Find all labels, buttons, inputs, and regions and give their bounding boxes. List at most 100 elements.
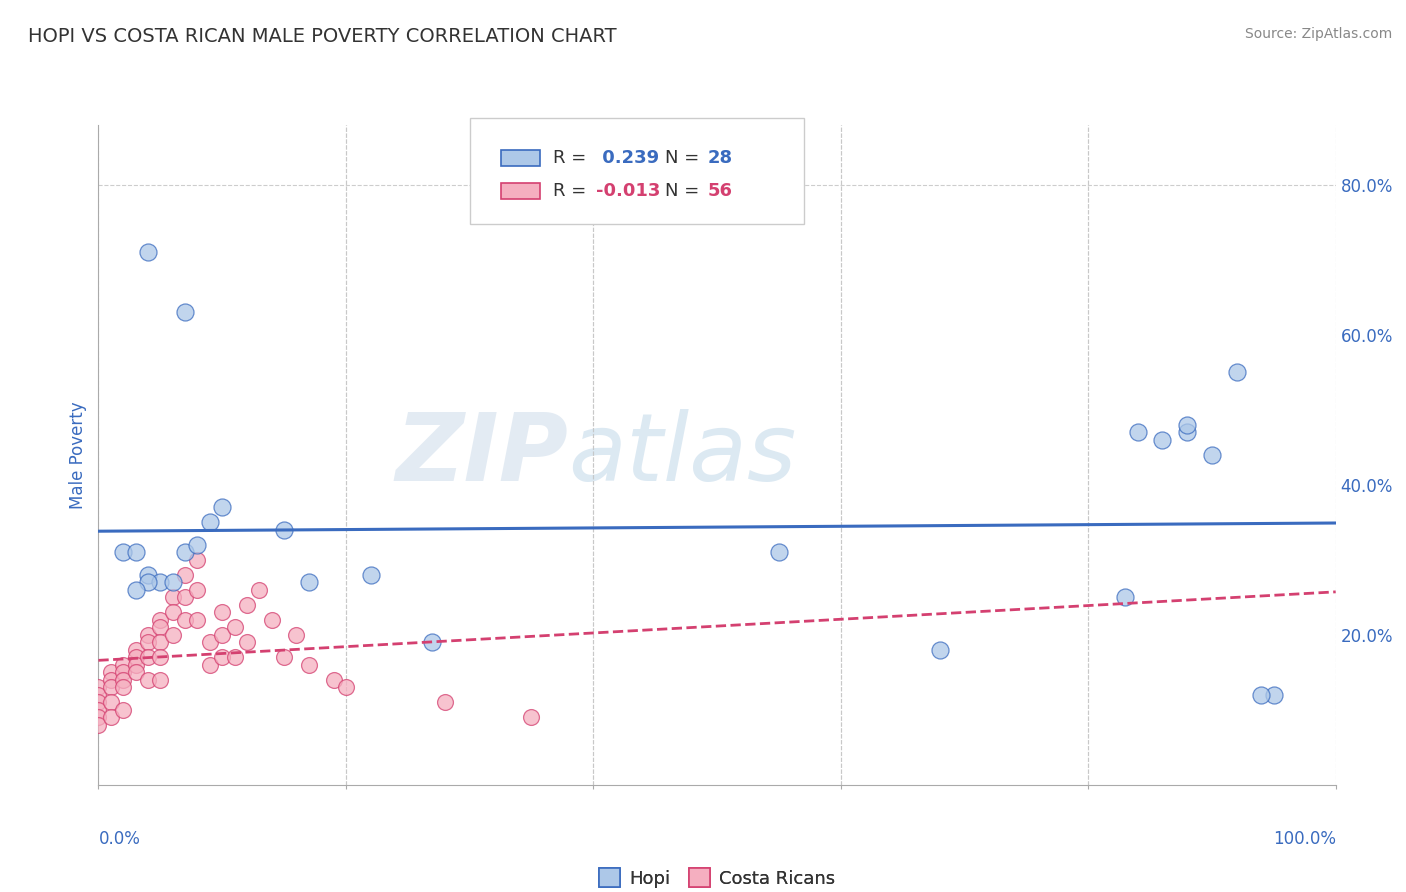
Point bbox=[136, 628, 159, 642]
Point bbox=[149, 650, 172, 665]
FancyBboxPatch shape bbox=[470, 119, 804, 224]
Point bbox=[211, 500, 233, 515]
Point bbox=[236, 635, 259, 649]
Point bbox=[87, 681, 110, 695]
Point bbox=[124, 650, 146, 665]
Point bbox=[1226, 365, 1249, 379]
Point bbox=[247, 582, 270, 597]
Point bbox=[198, 657, 221, 672]
Point bbox=[87, 710, 110, 724]
Point bbox=[174, 613, 197, 627]
Point bbox=[224, 620, 246, 634]
Text: ZIP: ZIP bbox=[395, 409, 568, 501]
FancyBboxPatch shape bbox=[501, 150, 540, 167]
Point bbox=[136, 575, 159, 590]
Point bbox=[1114, 591, 1136, 605]
Point bbox=[100, 673, 122, 687]
Point bbox=[136, 635, 159, 649]
Point bbox=[224, 650, 246, 665]
Point bbox=[149, 613, 172, 627]
Point bbox=[1250, 688, 1272, 702]
Point bbox=[149, 620, 172, 634]
Point bbox=[285, 628, 308, 642]
Point bbox=[100, 681, 122, 695]
Point bbox=[186, 553, 208, 567]
Point bbox=[198, 635, 221, 649]
Text: R =: R = bbox=[553, 149, 592, 167]
Point bbox=[149, 575, 172, 590]
Point bbox=[1263, 688, 1285, 702]
Text: Source: ZipAtlas.com: Source: ZipAtlas.com bbox=[1244, 27, 1392, 41]
Point bbox=[136, 568, 159, 582]
Point bbox=[124, 582, 146, 597]
Point bbox=[236, 598, 259, 612]
Text: HOPI VS COSTA RICAN MALE POVERTY CORRELATION CHART: HOPI VS COSTA RICAN MALE POVERTY CORRELA… bbox=[28, 27, 617, 45]
Point bbox=[87, 688, 110, 702]
Point bbox=[162, 606, 184, 620]
Point bbox=[174, 545, 197, 559]
Point bbox=[360, 568, 382, 582]
Point bbox=[335, 681, 357, 695]
Point bbox=[1201, 448, 1223, 462]
Point bbox=[186, 613, 208, 627]
Point bbox=[149, 635, 172, 649]
Point bbox=[174, 591, 197, 605]
Point bbox=[162, 575, 184, 590]
Point bbox=[162, 591, 184, 605]
Text: 0.0%: 0.0% bbox=[98, 830, 141, 847]
Point bbox=[112, 703, 135, 717]
Point bbox=[928, 643, 950, 657]
FancyBboxPatch shape bbox=[501, 183, 540, 200]
Text: 0.239: 0.239 bbox=[596, 149, 659, 167]
Point bbox=[162, 628, 184, 642]
Point bbox=[1175, 417, 1198, 432]
Text: -0.013: -0.013 bbox=[596, 182, 661, 200]
Point bbox=[112, 657, 135, 672]
Point bbox=[100, 710, 122, 724]
Point bbox=[124, 657, 146, 672]
Point bbox=[124, 665, 146, 680]
Point bbox=[211, 650, 233, 665]
Point bbox=[124, 545, 146, 559]
Point bbox=[174, 305, 197, 319]
Point bbox=[87, 696, 110, 710]
Text: R =: R = bbox=[553, 182, 592, 200]
Text: N =: N = bbox=[665, 182, 704, 200]
Point bbox=[1126, 425, 1149, 440]
Point bbox=[1175, 425, 1198, 440]
Point bbox=[174, 568, 197, 582]
Point bbox=[112, 545, 135, 559]
Point bbox=[422, 635, 444, 649]
Point bbox=[273, 650, 295, 665]
Text: N =: N = bbox=[665, 149, 704, 167]
Point bbox=[112, 681, 135, 695]
Point bbox=[211, 606, 233, 620]
Point bbox=[260, 613, 283, 627]
Point bbox=[1152, 433, 1174, 447]
Point bbox=[87, 703, 110, 717]
Point bbox=[112, 673, 135, 687]
Text: atlas: atlas bbox=[568, 409, 797, 500]
Point bbox=[149, 673, 172, 687]
Point bbox=[298, 575, 321, 590]
Point bbox=[186, 582, 208, 597]
Point bbox=[768, 545, 790, 559]
Point bbox=[100, 696, 122, 710]
Point bbox=[198, 516, 221, 530]
Point bbox=[100, 665, 122, 680]
Point bbox=[136, 650, 159, 665]
Point bbox=[87, 718, 110, 732]
Point bbox=[322, 673, 344, 687]
Point bbox=[211, 628, 233, 642]
Point bbox=[136, 673, 159, 687]
Point bbox=[298, 657, 321, 672]
Y-axis label: Male Poverty: Male Poverty bbox=[69, 401, 87, 508]
Point bbox=[136, 245, 159, 260]
Point bbox=[124, 643, 146, 657]
Point bbox=[112, 665, 135, 680]
Text: 28: 28 bbox=[707, 149, 733, 167]
Text: 56: 56 bbox=[707, 182, 733, 200]
Point bbox=[520, 710, 543, 724]
Point bbox=[433, 696, 456, 710]
Legend: Hopi, Costa Ricans: Hopi, Costa Ricans bbox=[592, 861, 842, 892]
